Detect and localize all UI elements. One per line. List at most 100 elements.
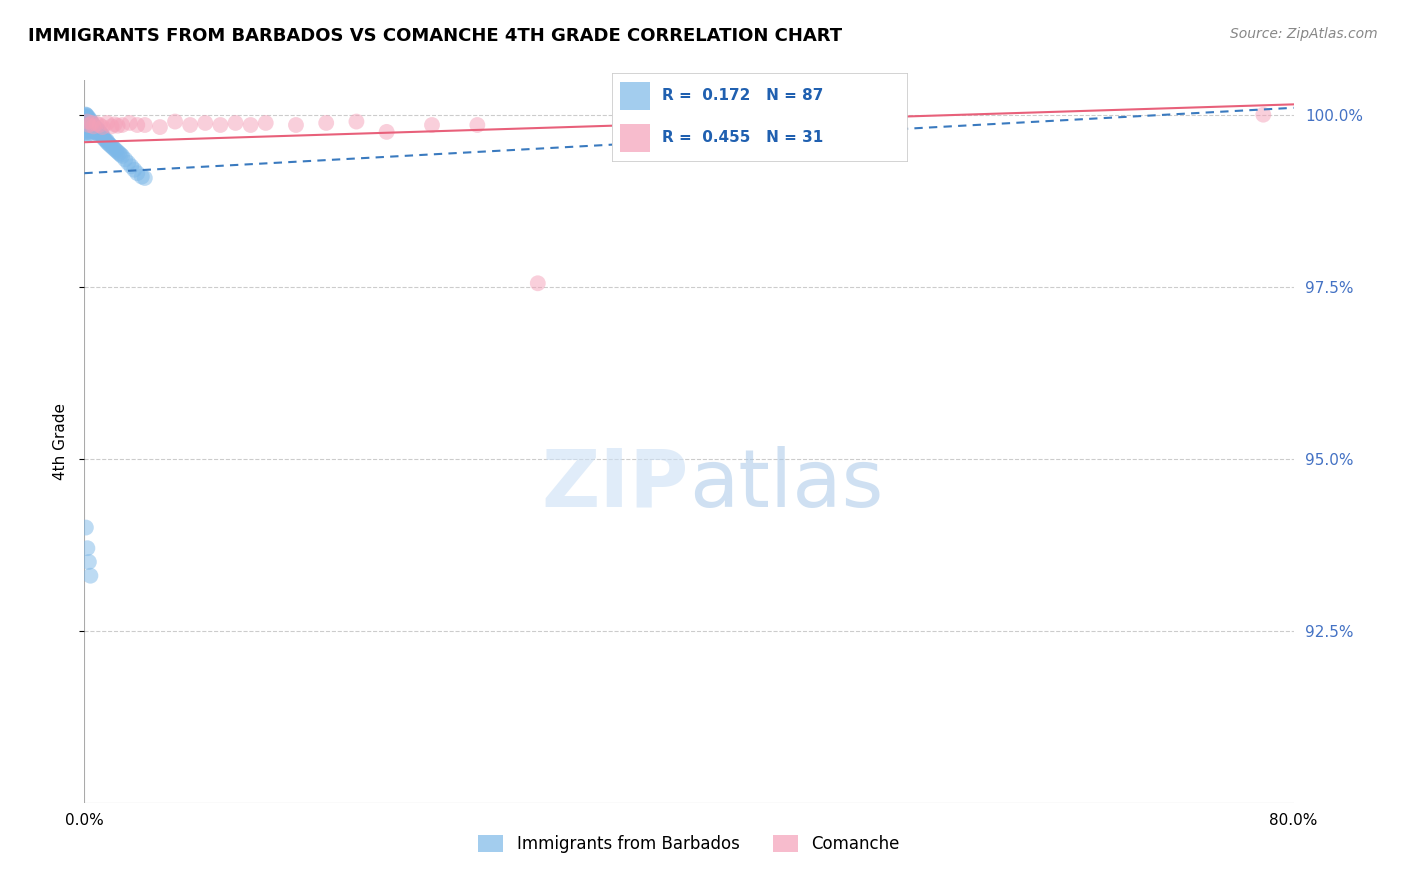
Point: [80, 116, 103, 130]
Point: [118, 116, 141, 130]
Point: [76, 541, 98, 556]
Point: [91, 120, 114, 134]
Point: [76, 111, 98, 125]
Point: [79, 120, 101, 134]
Point: [75, 121, 97, 136]
Point: [76, 114, 98, 128]
Point: [225, 116, 247, 130]
Point: [76, 113, 98, 128]
Point: [104, 142, 127, 156]
Point: [107, 119, 129, 133]
Point: [76, 112, 98, 126]
Point: [97, 136, 120, 151]
Point: [96, 116, 118, 130]
Point: [108, 146, 131, 161]
Point: [76, 127, 98, 141]
Point: [77, 127, 100, 141]
Point: [76, 120, 98, 134]
Point: [86, 125, 108, 139]
Point: [209, 118, 232, 132]
Point: [91, 128, 114, 143]
Point: [77, 123, 100, 137]
Point: [87, 123, 110, 137]
Point: [89, 128, 111, 143]
Point: [82, 120, 104, 134]
Legend: Immigrants from Barbados, Comanche: Immigrants from Barbados, Comanche: [471, 828, 907, 860]
Point: [254, 116, 277, 130]
Point: [80, 118, 103, 132]
Point: [1253, 108, 1275, 122]
Point: [75, 111, 97, 125]
Point: [76, 123, 98, 137]
Point: [77, 116, 100, 130]
Point: [75, 125, 97, 139]
Point: [75, 110, 97, 124]
Point: [91, 129, 114, 144]
Point: [375, 125, 398, 139]
Point: [104, 117, 127, 131]
Point: [77, 121, 100, 136]
Point: [86, 117, 108, 131]
Point: [134, 171, 156, 186]
Point: [114, 153, 136, 167]
Point: [79, 121, 101, 136]
Point: [93, 132, 115, 146]
Point: [79, 113, 101, 128]
Point: [467, 118, 489, 132]
Point: [77, 113, 100, 128]
Text: atlas: atlas: [689, 446, 883, 524]
Y-axis label: 4th Grade: 4th Grade: [52, 403, 67, 480]
Point: [127, 118, 149, 132]
Bar: [620, 124, 650, 152]
Point: [75, 118, 97, 132]
Point: [120, 159, 142, 173]
Point: [80, 123, 103, 137]
Point: [79, 116, 101, 130]
Point: [315, 116, 337, 130]
Point: [194, 116, 217, 130]
Point: [75, 108, 97, 122]
Point: [96, 135, 118, 149]
Point: [77, 111, 100, 125]
Point: [76, 116, 98, 130]
Point: [285, 118, 308, 132]
Point: [76, 125, 98, 139]
Point: [76, 121, 98, 136]
Text: IMMIGRANTS FROM BARBADOS VS COMANCHE 4TH GRADE CORRELATION CHART: IMMIGRANTS FROM BARBADOS VS COMANCHE 4TH…: [28, 27, 842, 45]
Point: [76, 109, 98, 123]
Point: [79, 118, 101, 132]
Text: Source: ZipAtlas.com: Source: ZipAtlas.com: [1230, 27, 1378, 41]
Point: [77, 118, 100, 132]
Point: [84, 120, 107, 134]
Point: [75, 123, 97, 137]
Point: [77, 125, 100, 139]
Point: [86, 121, 108, 136]
Point: [239, 118, 262, 132]
Point: [527, 277, 550, 291]
Point: [105, 144, 128, 158]
Point: [101, 141, 124, 155]
Text: R =  0.172   N = 87: R = 0.172 N = 87: [662, 88, 823, 103]
Point: [111, 118, 134, 132]
Point: [77, 114, 100, 128]
Point: [98, 138, 121, 153]
Point: [134, 118, 156, 132]
Point: [110, 147, 132, 161]
Point: [77, 120, 100, 134]
Point: [76, 114, 98, 128]
Point: [84, 125, 107, 139]
Point: [75, 111, 97, 125]
Point: [75, 520, 97, 534]
Point: [75, 116, 97, 130]
Point: [82, 123, 104, 137]
Text: R =  0.455   N = 31: R = 0.455 N = 31: [662, 130, 823, 145]
Point: [107, 145, 129, 159]
Point: [122, 162, 145, 177]
Point: [82, 120, 104, 134]
Point: [127, 166, 149, 180]
Point: [82, 118, 104, 132]
Point: [100, 139, 122, 153]
Point: [79, 114, 101, 128]
Point: [165, 114, 187, 128]
Point: [80, 116, 103, 130]
